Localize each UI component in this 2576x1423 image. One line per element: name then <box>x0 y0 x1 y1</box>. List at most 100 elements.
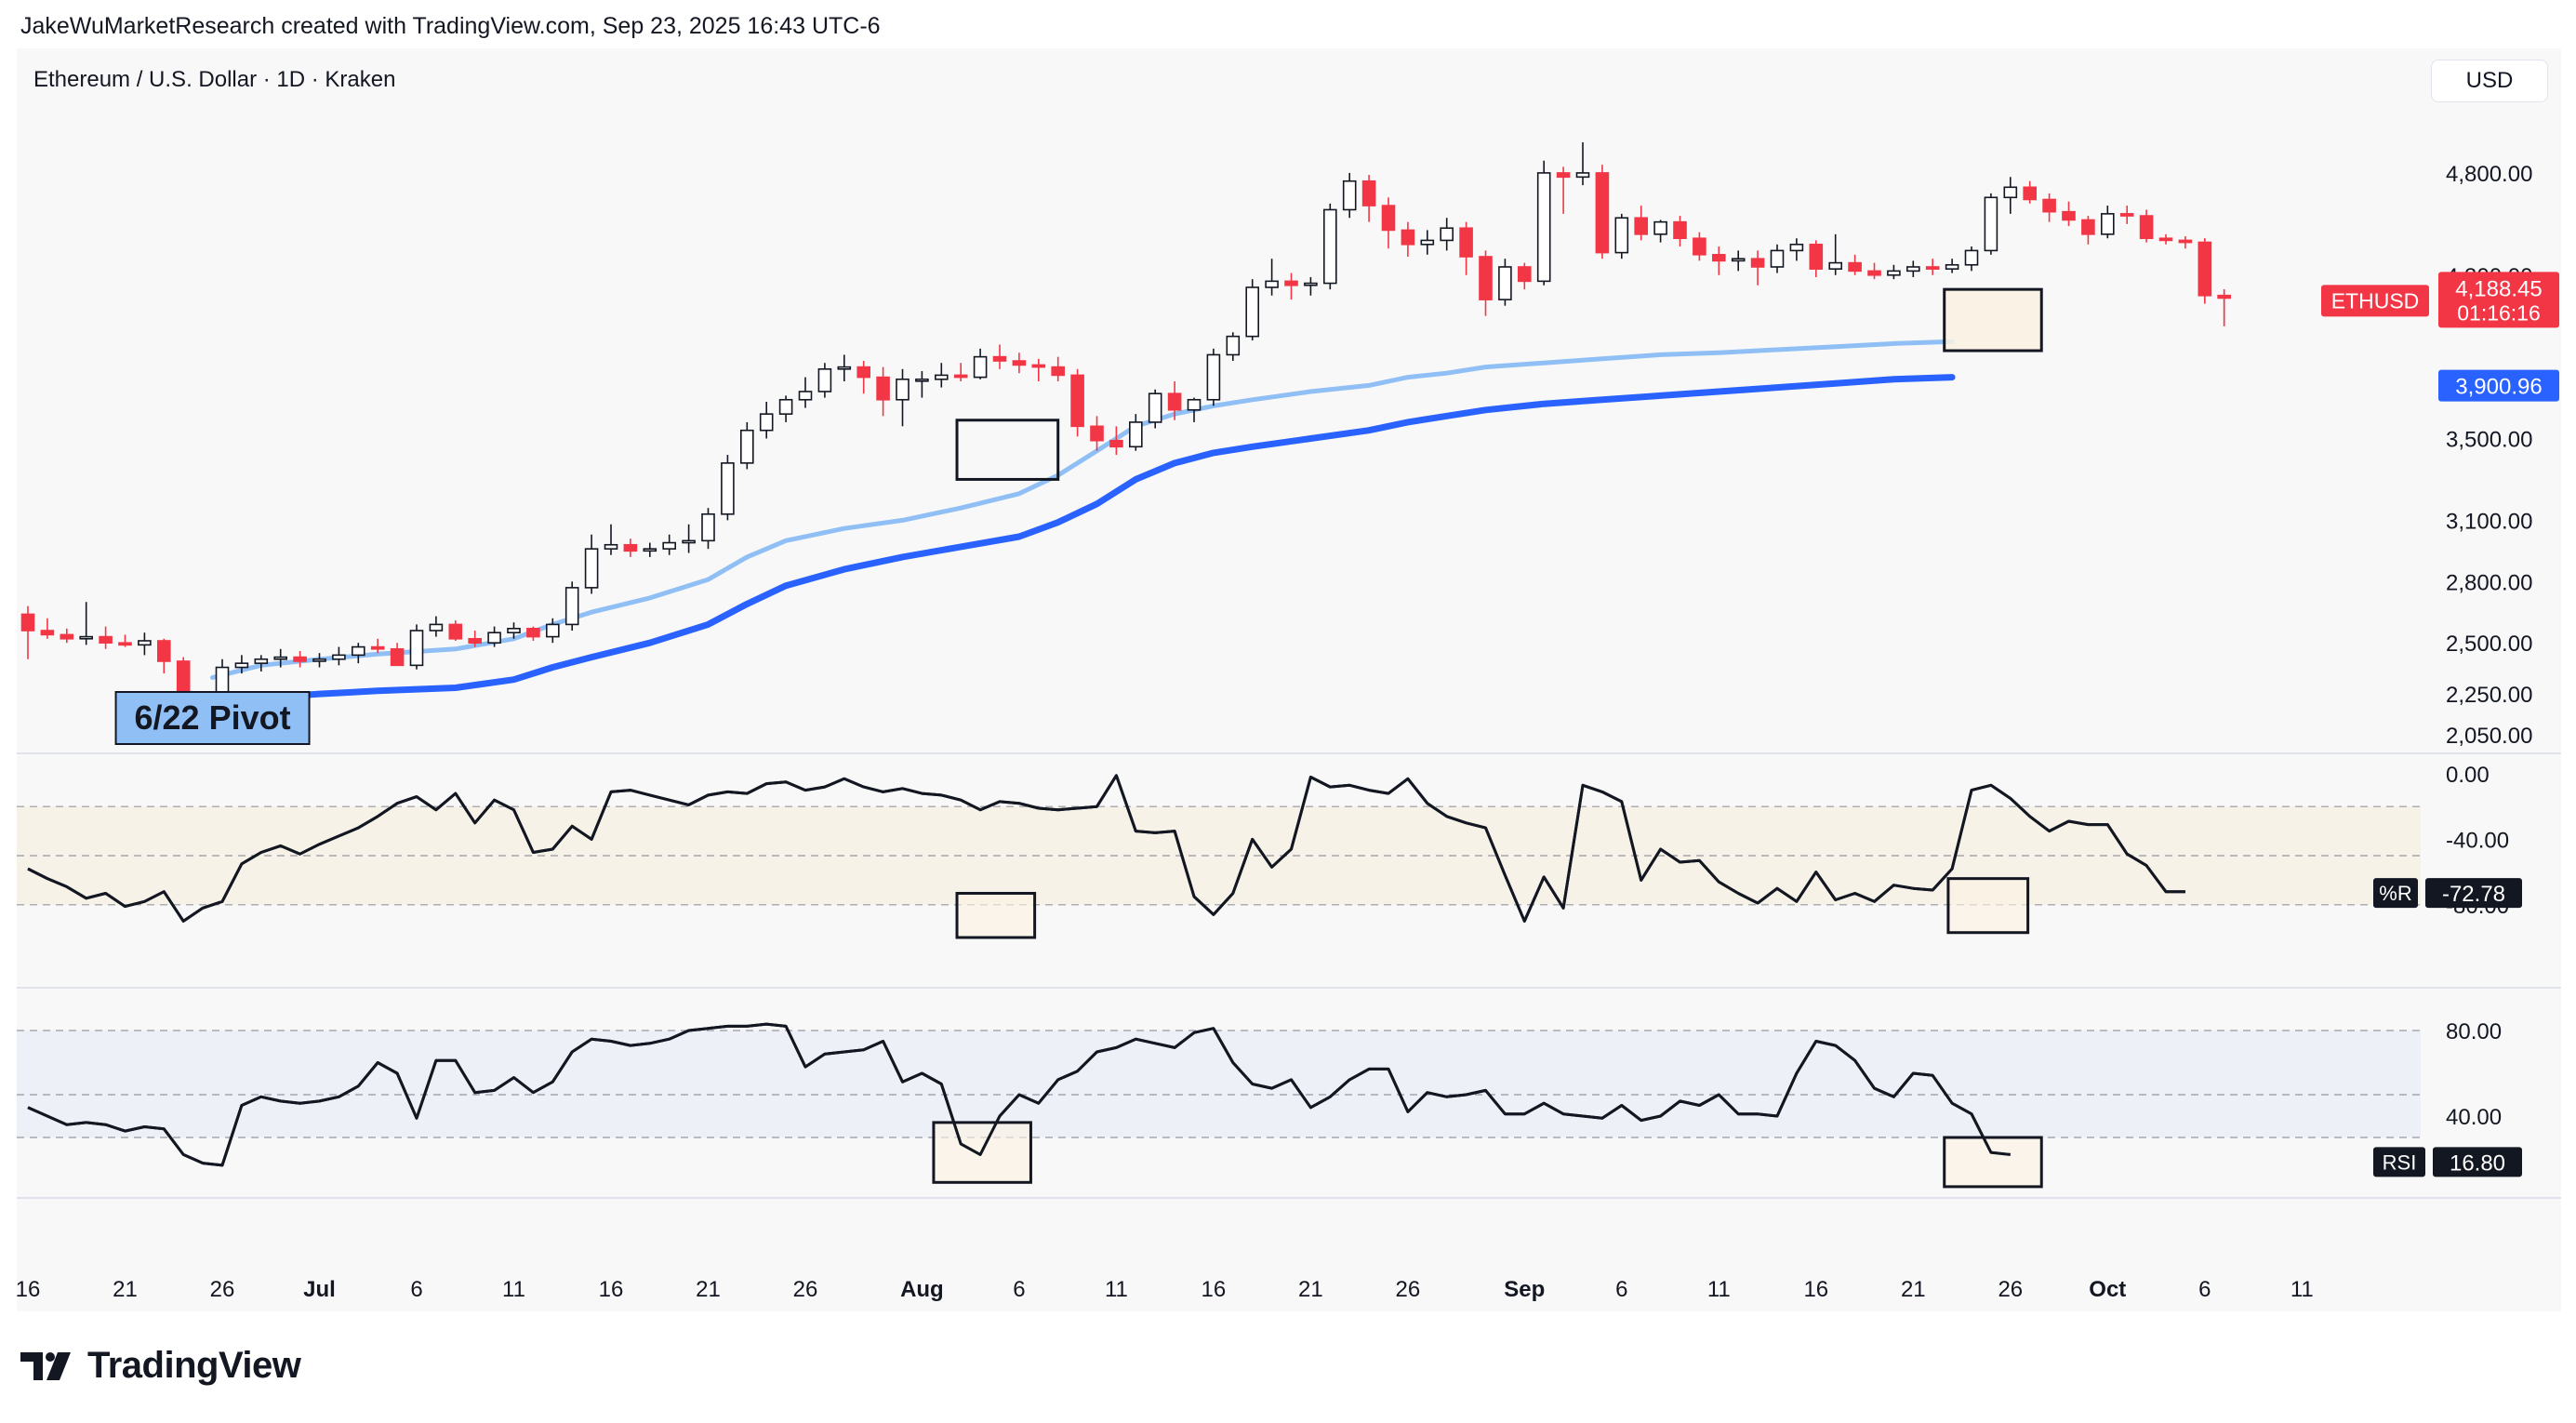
candle[interactable] <box>1556 166 1571 214</box>
candle[interactable] <box>1809 240 1824 277</box>
candle[interactable] <box>332 646 346 666</box>
candle[interactable] <box>1750 250 1765 286</box>
candle[interactable] <box>682 524 696 553</box>
candle[interactable] <box>234 655 249 674</box>
highlight-box-wr[interactable] <box>1946 877 2030 935</box>
candle[interactable] <box>1984 193 1998 255</box>
candle[interactable] <box>118 634 132 647</box>
candle[interactable] <box>2062 201 2076 227</box>
candle[interactable] <box>2178 236 2193 249</box>
candle[interactable] <box>1109 426 1123 456</box>
candle[interactable] <box>1226 332 1241 362</box>
tradingview-logo[interactable]: TradingView <box>20 1345 301 1387</box>
candle[interactable] <box>409 624 424 670</box>
williams-r-line[interactable] <box>27 774 2185 923</box>
candle[interactable] <box>739 421 754 470</box>
candle[interactable] <box>312 653 326 668</box>
candle[interactable] <box>1031 358 1046 381</box>
candle[interactable] <box>351 643 365 664</box>
candle[interactable] <box>1867 262 1881 280</box>
candle[interactable] <box>40 618 55 639</box>
candle[interactable] <box>79 602 93 645</box>
candle[interactable] <box>643 542 657 557</box>
last-price-label[interactable] <box>2438 272 2559 328</box>
candle[interactable] <box>1129 414 1143 451</box>
symbol-title[interactable]: Ethereum / U.S. Dollar · 1D · Kraken <box>33 67 396 92</box>
candle[interactable] <box>1342 172 1357 219</box>
candle[interactable] <box>1459 221 1473 275</box>
candle[interactable] <box>1012 352 1027 374</box>
candle[interactable] <box>1420 230 1435 255</box>
candle[interactable] <box>448 620 463 641</box>
candle[interactable] <box>2101 206 2115 239</box>
candle[interactable] <box>545 618 560 644</box>
candle[interactable] <box>1653 219 1667 243</box>
candle[interactable] <box>99 626 113 649</box>
candle[interactable] <box>876 366 890 417</box>
candle[interactable] <box>1770 244 1785 273</box>
candle[interactable] <box>721 455 735 521</box>
candle[interactable] <box>953 363 968 381</box>
candle[interactable] <box>157 638 171 674</box>
highlight-box-wr[interactable] <box>955 891 1037 939</box>
candle[interactable] <box>1575 141 1590 186</box>
candle[interactable] <box>293 650 307 668</box>
candle[interactable] <box>701 508 715 550</box>
candle[interactable] <box>1536 160 1551 286</box>
candle[interactable] <box>1925 259 1940 275</box>
candle[interactable] <box>1673 216 1687 247</box>
candle[interactable] <box>390 643 405 667</box>
currency-selector-button[interactable]: USD <box>2431 60 2548 102</box>
candle[interactable] <box>429 616 444 637</box>
candle[interactable] <box>1595 165 1610 259</box>
candle[interactable] <box>2042 193 2056 222</box>
candle[interactable] <box>1945 259 1959 273</box>
candle[interactable] <box>273 648 288 668</box>
candle[interactable] <box>370 638 385 654</box>
candle[interactable] <box>1887 264 1901 280</box>
candle[interactable] <box>1323 203 1337 290</box>
candle[interactable] <box>254 655 269 672</box>
candle[interactable] <box>1284 273 1298 300</box>
candle[interactable] <box>2003 177 2018 214</box>
candle[interactable] <box>2023 180 2037 204</box>
candle[interactable] <box>1693 232 1706 261</box>
highlight-box-price[interactable] <box>1943 287 2043 352</box>
candle[interactable] <box>1167 381 1182 420</box>
candle[interactable] <box>2119 206 2134 224</box>
candle[interactable] <box>1440 218 1454 251</box>
candle[interactable] <box>468 631 483 647</box>
candle[interactable] <box>604 524 618 555</box>
candle[interactable] <box>487 626 501 647</box>
candle[interactable] <box>1206 348 1221 406</box>
candle[interactable] <box>1245 279 1259 341</box>
candle[interactable] <box>837 354 852 381</box>
candle[interactable] <box>1148 389 1162 429</box>
candle[interactable] <box>1731 250 1746 272</box>
ema-slow-line[interactable] <box>209 374 1956 710</box>
highlight-box-price[interactable] <box>955 419 1060 481</box>
candle[interactable] <box>1518 262 1532 290</box>
candle[interactable] <box>798 377 813 408</box>
candle[interactable] <box>2081 216 2095 245</box>
candle[interactable] <box>1090 416 1104 451</box>
ema-value-label[interactable] <box>2438 369 2559 402</box>
candle[interactable] <box>564 581 579 631</box>
candle[interactable] <box>1964 246 1979 272</box>
candle[interactable] <box>507 622 521 639</box>
candle[interactable] <box>2139 209 2154 243</box>
candle[interactable] <box>2198 238 2212 304</box>
candle[interactable] <box>584 534 599 594</box>
candle[interactable] <box>1479 250 1493 316</box>
candle[interactable] <box>1401 221 1415 257</box>
candle[interactable] <box>1381 197 1396 249</box>
highlight-box-rsi[interactable] <box>1943 1136 2043 1189</box>
candle[interactable] <box>1265 259 1279 296</box>
candle[interactable] <box>817 363 832 398</box>
candle[interactable] <box>1498 259 1512 306</box>
candle[interactable] <box>1712 246 1726 275</box>
candle[interactable] <box>2158 233 2173 245</box>
candle[interactable] <box>1614 213 1629 259</box>
pivot-annotation-box[interactable] <box>114 691 311 745</box>
candle[interactable] <box>934 363 949 388</box>
